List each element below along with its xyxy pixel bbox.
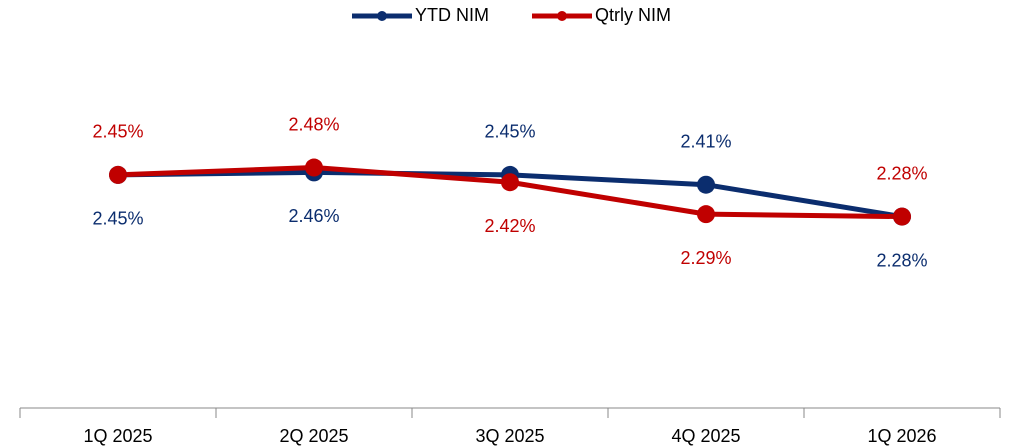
data-point <box>697 175 715 194</box>
data-label: 2.41% <box>680 131 731 151</box>
data-label: 2.46% <box>288 206 339 226</box>
data-label: 2.42% <box>484 216 535 236</box>
data-point <box>109 165 127 184</box>
x-tick-label: 4Q 2025 <box>671 426 740 446</box>
data-label: 2.28% <box>876 163 927 183</box>
legend-marker <box>557 11 567 21</box>
data-label: 2.29% <box>680 248 731 268</box>
x-tick-label: 1Q 2026 <box>867 426 936 446</box>
x-tick-label: 1Q 2025 <box>83 426 152 446</box>
legend-marker <box>377 11 387 21</box>
legend-label: Qtrly NIM <box>595 5 671 25</box>
data-label: 2.28% <box>876 250 927 270</box>
x-tick-label: 3Q 2025 <box>475 426 544 446</box>
x-tick-label: 2Q 2025 <box>279 426 348 446</box>
data-point <box>501 173 519 192</box>
data-label: 2.48% <box>288 114 339 134</box>
legend-label: YTD NIM <box>415 5 489 25</box>
data-point <box>893 207 911 226</box>
data-label: 2.45% <box>92 209 143 229</box>
data-label: 2.45% <box>92 122 143 142</box>
data-point <box>697 205 715 224</box>
data-point <box>305 158 323 177</box>
data-label: 2.45% <box>484 122 535 142</box>
